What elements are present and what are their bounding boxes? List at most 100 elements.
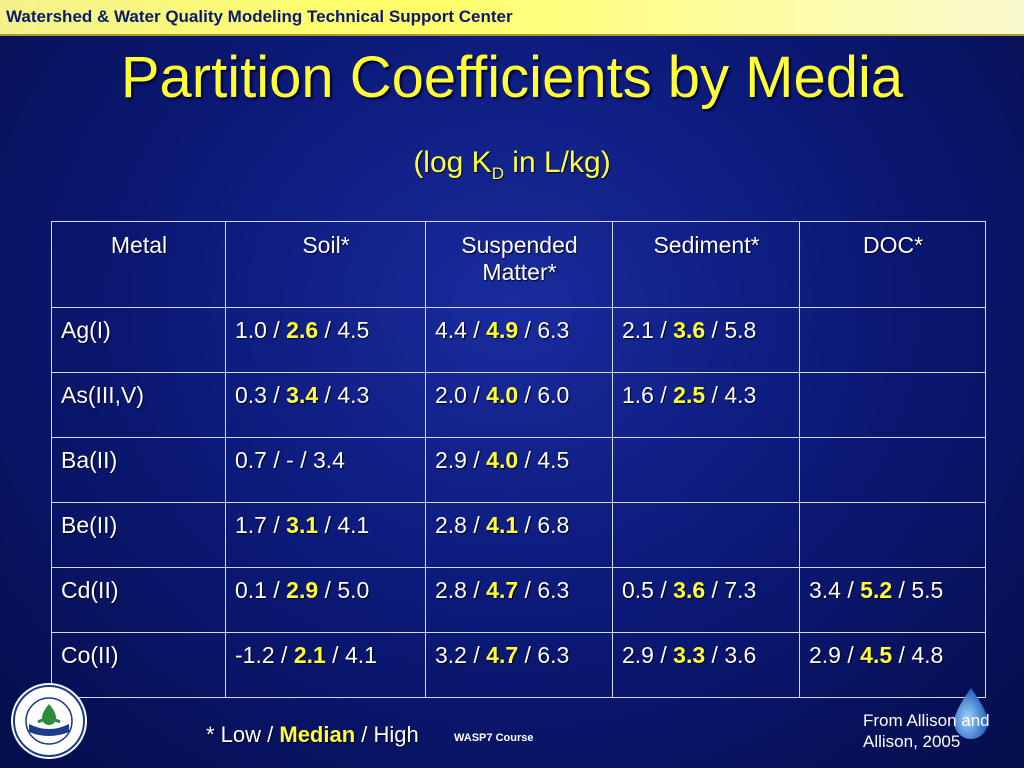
column-header: Suspended Matter* [425,221,613,308]
column-header: DOC* [799,221,986,308]
median-value: 2.5 [673,382,706,408]
high-value: 6.3 [537,317,570,343]
low-value: -1.2 [235,642,275,668]
doc-cell: 3.4 / 5.2 / 5.5 [799,567,986,633]
median-value: 5.2 [860,577,893,603]
median-value: 2.1 [293,642,326,668]
partition-table: Metal Soil* Suspended Matter* Sediment* … [51,221,986,698]
subtitle-prefix: (log K [413,146,492,179]
median-value: 4.5 [860,642,893,668]
low-value: 1.6 [622,382,654,408]
low-value: 2.8 [435,512,467,538]
sediment-cell: 0.5 / 3.6 / 7.3 [612,567,800,633]
soil-cell: 0.3 / 3.4 / 4.3 [225,372,426,438]
suspended-cell: 2.8 / 4.1 / 6.8 [425,502,613,568]
table-header-row: Metal Soil* Suspended Matter* Sediment* … [51,221,986,308]
sediment-cell: 2.1 / 3.6 / 5.8 [612,307,800,373]
table-row: Cd(II) 0.1 / 2.9 / 5.0 2.8 / 4.7 / 6.3 0.5 … [51,567,986,633]
low-value: 0.7 [235,447,267,473]
high-value: 5.5 [911,577,944,603]
column-header: Soil* [225,221,426,308]
high-value: 3.4 [313,447,345,473]
low-value: 2.0 [435,382,467,408]
high-value: 4.5 [537,447,570,473]
table-row: Co(II) -1.2 / 2.1 / 4.1 3.2 / 4.7 / 6.3 2.9… [51,632,986,698]
high-value: 4.1 [344,642,377,668]
low-value: 4.4 [435,317,467,343]
column-header: Sediment* [612,221,800,308]
low-value: 1.7 [235,512,267,538]
table-body: Ag(I) 1.0 / 2.6 / 4.5 4.4 / 4.9 / 6.3 2.1 /… [51,307,986,698]
footnote-median: Median [279,722,356,747]
sediment-cell: 1.6 / 2.5 / 4.3 [612,372,800,438]
median-value: - [286,447,294,473]
high-value: 4.3 [337,382,370,408]
soil-cell: -1.2 / 2.1 / 4.1 [225,632,426,698]
doc-cell: 2.9 / 4.5 / 4.8 [799,632,986,698]
low-value: 0.3 [235,382,267,408]
source-credit: From Allison and Allison, 2005 [863,710,990,752]
table-row: As(III,V) 0.3 / 3.4 / 4.3 2.0 / 4.0 / 6.0 1… [51,372,986,438]
doc-cell [799,502,986,568]
median-value: 3.3 [673,642,706,668]
metal-cell: Co(II) [51,632,226,698]
low-value: 1.0 [235,317,267,343]
credit-line-1: From Allison and [863,711,990,730]
high-value: 5.0 [337,577,370,603]
high-value: 6.8 [537,512,570,538]
doc-cell [799,372,986,438]
low-value: 2.8 [435,577,467,603]
high-value: 5.8 [724,317,757,343]
sediment-cell: 2.9 / 3.3 / 3.6 [612,632,800,698]
high-value: 4.8 [911,642,944,668]
median-value: 2.9 [286,577,319,603]
table-row: Ba(II) 0.7 / - / 3.4 2.9 / 4.0 / 4.5 [51,437,986,503]
suspended-cell: 4.4 / 4.9 / 6.3 [425,307,613,373]
high-value: 7.3 [724,577,757,603]
doc-cell [799,307,986,373]
table-row: Be(II) 1.7 / 3.1 / 4.1 2.8 / 4.1 / 6.8 [51,502,986,568]
credit-line-2: Allison, 2005 [863,732,961,751]
median-value: 4.7 [486,577,519,603]
median-value: 4.0 [486,447,519,473]
metal-cell: Cd(II) [51,567,226,633]
metal-cell: Ba(II) [51,437,226,503]
median-value: 3.1 [286,512,319,538]
high-value: 4.3 [724,382,757,408]
course-label: WASP7 Course [454,732,534,744]
suspended-cell: 2.0 / 4.0 / 6.0 [425,372,613,438]
soil-cell: 0.1 / 2.9 / 5.0 [225,567,426,633]
epa-seal-icon [11,683,87,759]
median-value: 2.6 [286,317,319,343]
median-value: 4.0 [486,382,519,408]
slide-title: Partition Coefficients by Media [120,45,904,110]
soil-cell: 0.7 / - / 3.4 [225,437,426,503]
high-value: 6.0 [537,382,570,408]
header-title: Watershed & Water Quality Modeling Techn… [6,7,513,26]
low-value: 0.5 [622,577,654,603]
suspended-cell: 3.2 / 4.7 / 6.3 [425,632,613,698]
metal-cell: As(III,V) [51,372,226,438]
median-value: 4.1 [486,512,519,538]
header-bar: Watershed & Water Quality Modeling Techn… [0,0,1024,36]
high-value: 4.5 [337,317,370,343]
low-value: 3.4 [809,577,841,603]
median-value: 4.7 [486,642,519,668]
subtitle-suffix: in L/kg) [503,146,611,179]
low-value: 0.1 [235,577,267,603]
table-row: Ag(I) 1.0 / 2.6 / 4.5 4.4 / 4.9 / 6.3 2.1 /… [51,307,986,373]
subtitle-subscript: D [491,164,504,183]
water-drop-icon [954,688,988,739]
high-value: 6.3 [537,577,570,603]
low-value: 2.9 [622,642,654,668]
high-value: 4.1 [337,512,370,538]
low-value: 2.9 [809,642,841,668]
median-value: 3.6 [673,317,706,343]
low-value: 2.1 [622,317,654,343]
high-value: 3.6 [724,642,757,668]
high-value: 6.3 [537,642,570,668]
soil-cell: 1.7 / 3.1 / 4.1 [225,502,426,568]
footnote-prefix: * Low / [206,722,280,747]
footnote-legend: * Low / Median / High [206,722,419,748]
footnote-suffix: / High [355,722,419,747]
